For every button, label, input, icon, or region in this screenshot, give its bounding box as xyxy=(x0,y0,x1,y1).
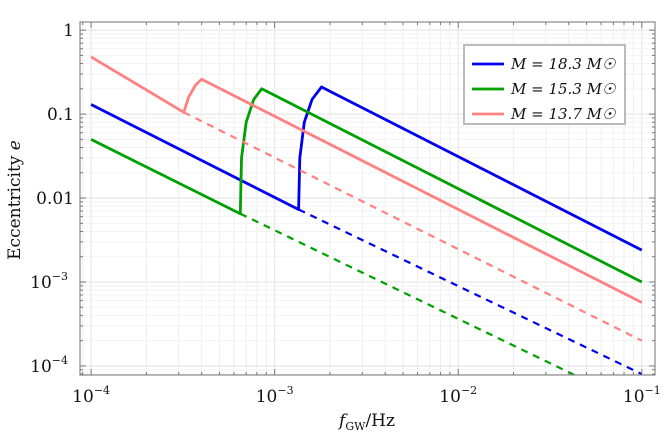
series-2-solid-line xyxy=(90,55,643,304)
series-2-dashed-line xyxy=(183,111,643,342)
series-0-solid-line xyxy=(90,85,643,252)
legend: M = 18.3 M☉ M = 15.3 M☉ M = 13.7 M☉ xyxy=(463,44,626,125)
series-1-dashed-line xyxy=(239,212,575,375)
series-0-dashed-line xyxy=(298,208,643,375)
x-tick-label: 10−3 xyxy=(256,384,294,407)
series-1-solid-line xyxy=(90,87,643,284)
legend-label-1: M = 15.3 M☉ xyxy=(510,80,616,98)
legend-box xyxy=(463,44,626,125)
x-tick-label: 10−4 xyxy=(72,384,110,407)
x-axis-label: fGW/Hz xyxy=(337,411,395,433)
x-tick-label: 10−2 xyxy=(439,384,477,407)
y-tick-label: 1 xyxy=(63,21,74,41)
y-tick-label: 0.01 xyxy=(36,189,74,209)
x-tick-label: 10−1 xyxy=(623,384,661,407)
grid xyxy=(80,22,655,375)
y-tick-label: 10−3 xyxy=(30,270,68,293)
legend-label-0: M = 18.3 M☉ xyxy=(510,55,616,73)
y-tick-label: 10−4 xyxy=(30,354,68,377)
ticks: 10−4 10−3 10−2 10−1 1 0.1 0.01 10−3 10−4 xyxy=(30,21,661,407)
legend-label-2: M = 13.7 M☉ xyxy=(510,105,616,123)
y-tick-label: 0.1 xyxy=(47,105,74,125)
series-group xyxy=(90,55,643,375)
y-axis-label: Eccentricity e xyxy=(5,140,25,260)
